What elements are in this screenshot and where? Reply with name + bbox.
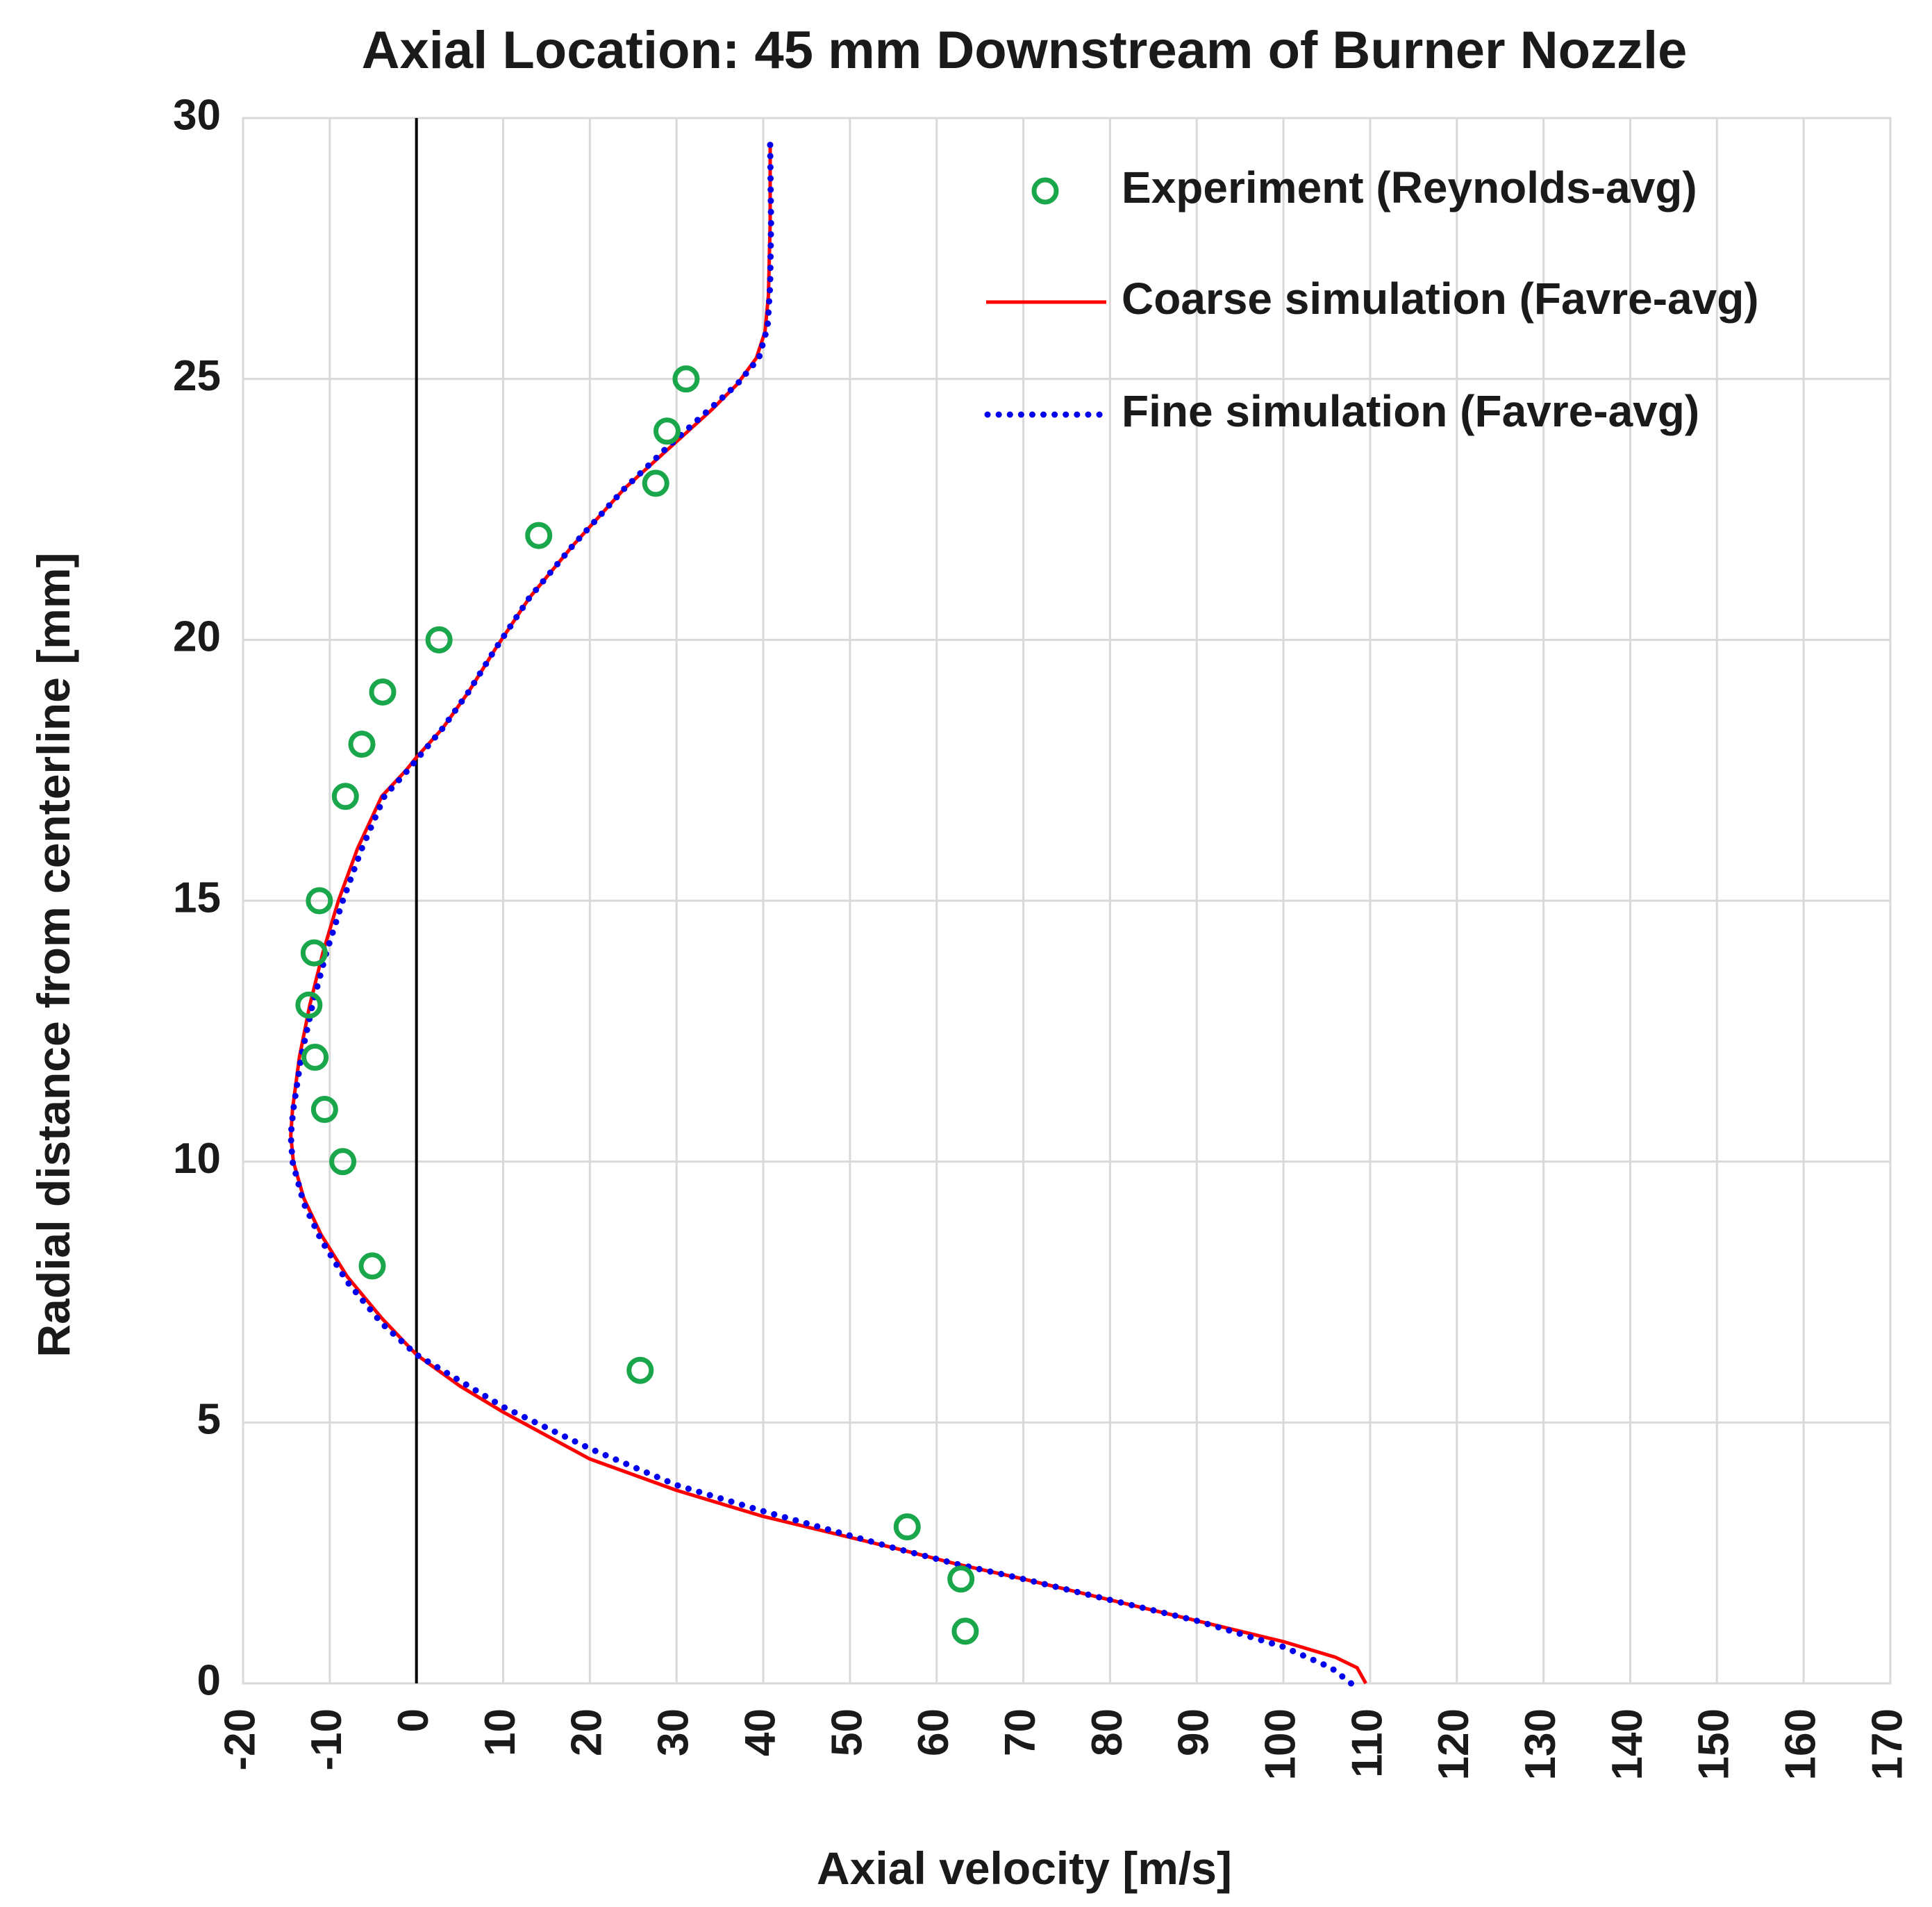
x-tick-label: -20: [216, 1708, 264, 1771]
experiment-data-point: [653, 417, 681, 445]
legend-label: Fine simulation (Favre-avg): [1122, 386, 1699, 436]
experiment-data-point: [947, 1565, 975, 1593]
experiment-data-point: [893, 1513, 921, 1541]
y-axis-label: Radial distance from centerline [mm]: [28, 553, 79, 1358]
x-tick-label: -10: [303, 1708, 351, 1771]
x-tick-label: 110: [1343, 1708, 1391, 1778]
experiment-data-point: [626, 1356, 654, 1384]
experiment-data-point: [951, 1617, 979, 1645]
x-tick-label: 20: [563, 1708, 611, 1756]
legend-label: Coarse simulation (Favre-avg): [1122, 274, 1759, 324]
x-tick-label: 40: [736, 1708, 784, 1756]
experiment-data-point: [358, 1252, 386, 1280]
y-tick-label: 10: [173, 1135, 221, 1183]
y-tick-label: 15: [173, 874, 221, 922]
experiment-data-point: [295, 991, 323, 1019]
y-tick-label: 30: [173, 91, 221, 139]
x-tick-label: 80: [1083, 1708, 1131, 1756]
experiment-data-point: [331, 783, 359, 810]
plot-area-frame: [242, 117, 1892, 1685]
y-tick-label: 20: [173, 613, 221, 661]
legend-label: Experiment (Reynolds-avg): [1122, 163, 1697, 213]
x-tick-label: 30: [650, 1708, 698, 1756]
y-tick-label: 25: [173, 352, 221, 400]
y-tick-label: 0: [197, 1656, 221, 1704]
experiment-data-point: [306, 887, 333, 915]
series-layer: [288, 141, 1367, 1687]
plot-border: [242, 117, 1892, 1685]
x-tick-label: 130: [1517, 1708, 1565, 1780]
x-tick-label: 140: [1604, 1708, 1651, 1780]
experiment-data-point: [425, 626, 453, 653]
chart-title: Axial Location: 45 mm Downstream of Burn…: [362, 21, 1688, 80]
x-tick-label: 70: [997, 1708, 1044, 1756]
experiment-data-point: [369, 678, 397, 706]
legend-marker-experiment: [1031, 177, 1059, 205]
experiment-data-point: [310, 1096, 338, 1124]
x-tick-label: 170: [1863, 1708, 1911, 1780]
x-tick-label: 50: [823, 1708, 871, 1756]
y-tick-labels: 0 5 10 15 20 25 30: [173, 91, 221, 1704]
x-tick-label: 150: [1690, 1708, 1738, 1780]
x-tick-label: 60: [910, 1708, 958, 1756]
x-tick-label: 100: [1256, 1708, 1304, 1780]
experiment-data-point: [301, 1043, 329, 1071]
x-axis-label: Axial velocity [m/s]: [817, 1842, 1232, 1894]
legend: Experiment (Reynolds-avg) Coarse simulati…: [984, 163, 1759, 436]
experiment-data-point: [348, 731, 376, 758]
x-tick-label: 10: [476, 1708, 524, 1756]
x-tick-label: 90: [1170, 1708, 1218, 1756]
x-tick-label: 160: [1777, 1708, 1825, 1780]
fine-simulation-line: [288, 141, 1354, 1687]
experiment-data-point: [300, 939, 328, 967]
x-tick-labels: -20 -10 0 10 20 30 40 50 60 70 80 90 100 110 120 130 140…: [216, 1708, 1911, 1780]
y-tick-label: 5: [197, 1396, 221, 1444]
experiment-data-point: [525, 522, 553, 549]
experiment-data-point: [642, 469, 669, 497]
experiment-data-point: [329, 1148, 357, 1176]
x-tick-label: 0: [390, 1708, 438, 1732]
experiment-data-point: [672, 365, 700, 393]
x-tick-label: 120: [1430, 1708, 1478, 1780]
